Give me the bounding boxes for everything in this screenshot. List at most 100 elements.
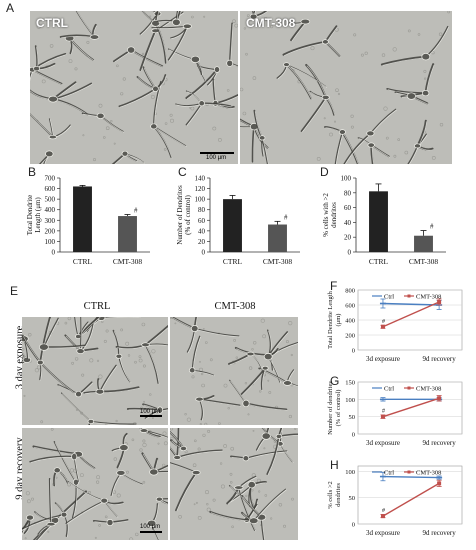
neurite (245, 450, 288, 459)
neurite-highlight (284, 42, 327, 56)
debris-speck (195, 501, 198, 504)
debris-speck (141, 52, 145, 56)
cell-body (198, 100, 205, 107)
neurite-highlight (154, 126, 187, 147)
cell (30, 81, 93, 116)
panel-letter-f: F (330, 279, 338, 293)
debris-speck (120, 328, 124, 332)
y-axis-title-line: % cells with >2 (322, 193, 330, 237)
y-tick-label: 50 (349, 414, 356, 421)
neurite-highlight (141, 31, 157, 71)
debris-speck (264, 494, 268, 497)
debris-speck (94, 536, 97, 539)
cell-body (22, 356, 32, 363)
cell-body (89, 34, 100, 40)
debris-speck (407, 29, 411, 33)
cell-body (48, 134, 57, 140)
y-axis-title-line: (% of control) (184, 195, 192, 235)
point-marker (437, 300, 442, 304)
cell-body (119, 444, 129, 452)
debris-speck (125, 341, 130, 346)
neurite-highlight (101, 317, 141, 319)
debris-speck (184, 450, 188, 454)
cell (195, 395, 241, 421)
debris-speck (24, 537, 27, 540)
debris-speck (212, 498, 216, 502)
y-axis-title-line: dendrites (330, 202, 338, 228)
debris-speck (288, 414, 292, 419)
plot-area (357, 465, 463, 525)
debris-speck (218, 422, 221, 425)
cell-body (46, 522, 56, 527)
debris-speck (135, 532, 139, 537)
debris-speck (229, 480, 233, 484)
micrograph-cmt308: CMT-308 (240, 11, 452, 164)
bar (369, 191, 388, 252)
cell (113, 46, 164, 68)
debris-speck (258, 490, 261, 493)
cell (22, 502, 69, 538)
y-axis-title-line: % cells >2 (327, 481, 334, 509)
y-tick-label: 300 (45, 217, 56, 225)
x-tick-label: 9d recovery (423, 355, 457, 363)
panel-letter-b: B (28, 165, 37, 179)
legend-marker-cmt308 (407, 470, 411, 474)
debris-speck (231, 525, 234, 529)
cell-body (275, 433, 283, 439)
debris-speck (270, 25, 274, 29)
neurite (158, 498, 168, 505)
debris-speck (164, 122, 168, 125)
neurite (282, 40, 327, 56)
series-line (382, 397, 440, 418)
neurite-highlight (287, 65, 327, 88)
neurite-highlight (30, 113, 54, 139)
cell (288, 18, 311, 42)
debris-speck (438, 32, 443, 36)
cell (394, 91, 429, 105)
debris-speck (350, 125, 354, 129)
debris-speck (96, 475, 101, 480)
debris-speck (217, 137, 222, 142)
neurite-highlight (291, 22, 307, 42)
debris-speck (113, 142, 116, 145)
series-line (382, 302, 440, 306)
cell-body (261, 432, 271, 440)
scale-bar (200, 152, 234, 154)
micrograph-ctrl-3day: 100 µm (22, 317, 168, 425)
cell (81, 112, 125, 133)
debris-speck (252, 341, 257, 345)
neurite-highlight (262, 138, 269, 164)
debris-speck (252, 430, 255, 432)
y-tick-label: 80 (198, 206, 206, 214)
y-axis-title-line: Number of dendrites (327, 381, 334, 435)
cell (266, 428, 298, 476)
x-tick-label: CMT-308 (113, 257, 143, 266)
cell-body (36, 359, 44, 366)
cell-body (73, 478, 79, 486)
column-label-ctrl: CTRL (83, 301, 111, 312)
debris-speck (206, 502, 209, 506)
panel-letter-a: A (6, 1, 15, 15)
debris-speck (151, 349, 156, 354)
debris-speck (40, 420, 44, 424)
cell-body (75, 390, 82, 398)
x-tick-label: 9d recovery (423, 439, 457, 447)
legend-marker-cmt308 (407, 294, 411, 298)
significance-mark: # (382, 409, 385, 415)
debris-speck (383, 106, 388, 111)
debris-speck (204, 422, 208, 425)
neurite-highlight (159, 499, 168, 501)
cell (156, 11, 182, 26)
neurite (118, 88, 157, 108)
cell-body (248, 517, 259, 524)
debris-speck (334, 120, 337, 123)
debris-speck (186, 417, 192, 422)
chart-b-dendrite-length: 0 100 200 300 400 500 600 700 Total Dendrite Leng… (26, 175, 150, 266)
cell-body (263, 353, 273, 361)
cell (263, 341, 298, 384)
cell (209, 488, 287, 524)
debris-speck (199, 423, 202, 425)
cell (22, 317, 75, 394)
cell (30, 113, 72, 140)
